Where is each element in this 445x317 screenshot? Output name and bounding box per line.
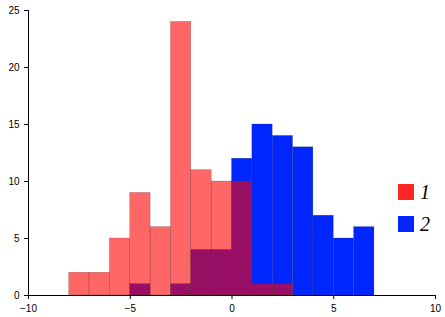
html-text:2: 2 [420, 212, 430, 235]
svg-text:−5: −5 [125, 303, 137, 314]
svg-text:−10: −10 [20, 303, 37, 314]
svg-text:5: 5 [331, 303, 337, 314]
svg-text:0: 0 [229, 303, 235, 314]
svg-text:20: 20 [8, 62, 20, 73]
svg-text:25: 25 [8, 5, 20, 16]
svg-text:5: 5 [14, 233, 20, 244]
svg-text:10: 10 [8, 176, 20, 187]
html-text:1: 1 [420, 180, 430, 203]
svg-text:10: 10 [430, 303, 442, 314]
svg-text:0: 0 [14, 290, 20, 301]
svg-text:15: 15 [8, 119, 20, 130]
